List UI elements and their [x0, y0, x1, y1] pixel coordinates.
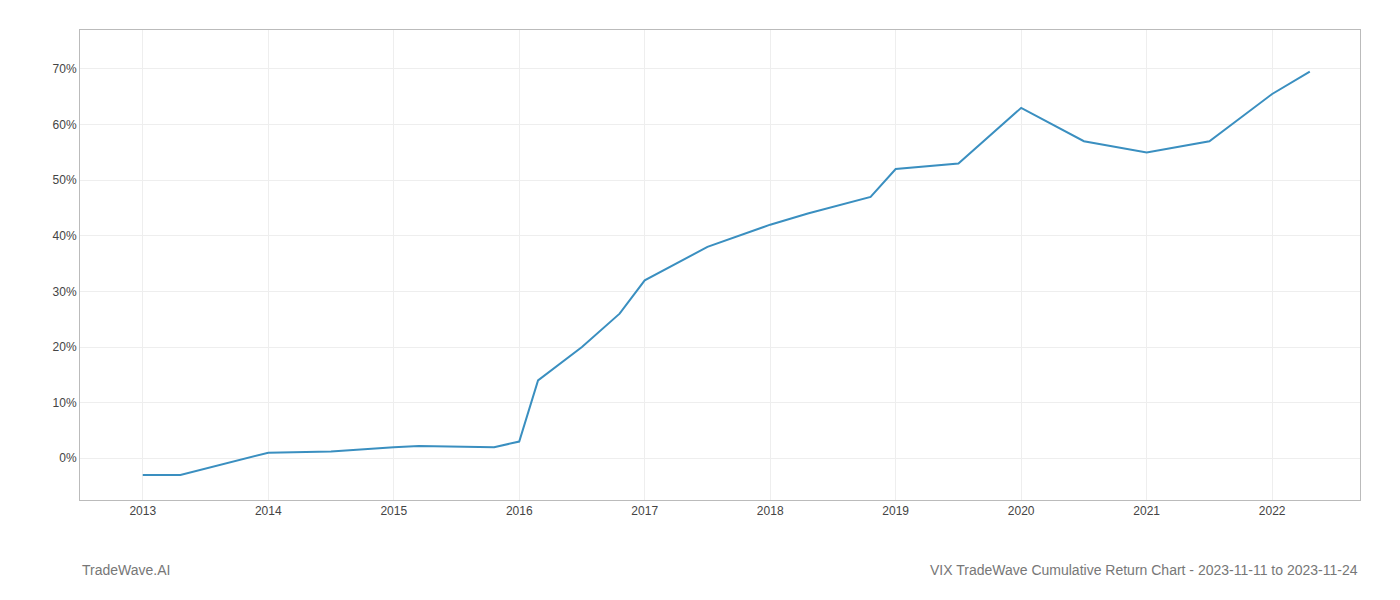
svg-text:0%: 0% — [59, 451, 77, 465]
svg-text:2013: 2013 — [129, 504, 156, 518]
svg-text:2021: 2021 — [1133, 504, 1160, 518]
svg-text:VIX TradeWave Cumulative Retur: VIX TradeWave Cumulative Return Chart - … — [930, 562, 1358, 578]
svg-text:60%: 60% — [53, 118, 77, 132]
svg-text:2019: 2019 — [882, 504, 909, 518]
svg-text:40%: 40% — [53, 229, 77, 243]
svg-text:70%: 70% — [53, 62, 77, 76]
svg-text:TradeWave.AI: TradeWave.AI — [82, 562, 170, 578]
svg-text:2014: 2014 — [255, 504, 282, 518]
svg-text:2022: 2022 — [1259, 504, 1286, 518]
svg-text:2016: 2016 — [506, 504, 533, 518]
svg-text:50%: 50% — [53, 173, 77, 187]
svg-text:2017: 2017 — [631, 504, 658, 518]
svg-text:10%: 10% — [53, 396, 77, 410]
svg-text:2015: 2015 — [380, 504, 407, 518]
svg-text:20%: 20% — [53, 340, 77, 354]
svg-text:2018: 2018 — [757, 504, 784, 518]
svg-text:30%: 30% — [53, 285, 77, 299]
svg-text:2020: 2020 — [1008, 504, 1035, 518]
